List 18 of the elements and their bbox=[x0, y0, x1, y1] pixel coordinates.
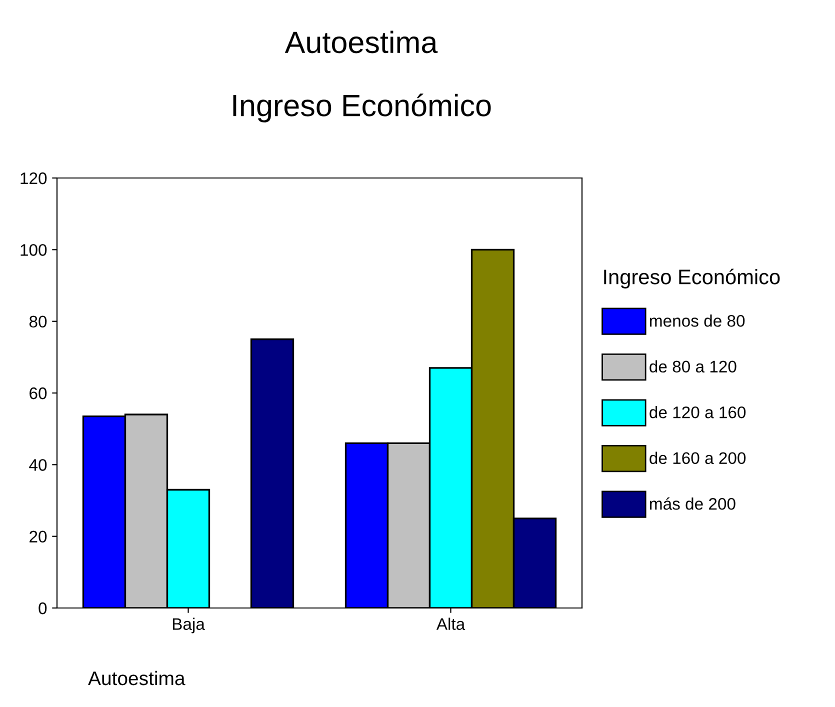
y-tick-label: 100 bbox=[20, 244, 47, 256]
legend-title: Ingreso Económico bbox=[604, 268, 780, 288]
y-tick-label: 40 bbox=[29, 459, 47, 471]
y-tick-label: 0 bbox=[38, 602, 47, 614]
legend-label: menos de 80 bbox=[650, 314, 745, 327]
x-tick-label: Baja bbox=[172, 618, 205, 634]
y-tick-label: 60 bbox=[30, 387, 47, 400]
legend-label: de 160 a 200 bbox=[650, 452, 746, 464]
legend-label: de 120 a 160 bbox=[650, 406, 746, 418]
y-tick-label: 20 bbox=[30, 530, 47, 543]
chart-subtitle: Ingreso Económico bbox=[233, 94, 491, 122]
y-tick-label: 120 bbox=[20, 172, 47, 184]
legend-label: de 80 a 120 bbox=[650, 360, 736, 373]
chart-title: Autoestima bbox=[284, 30, 438, 54]
y-tick-label: 80 bbox=[29, 316, 47, 328]
x-axis-title: Autoestima bbox=[88, 670, 186, 686]
x-tick-label: Alta bbox=[436, 618, 466, 630]
legend-label: más de 200 bbox=[650, 497, 736, 510]
